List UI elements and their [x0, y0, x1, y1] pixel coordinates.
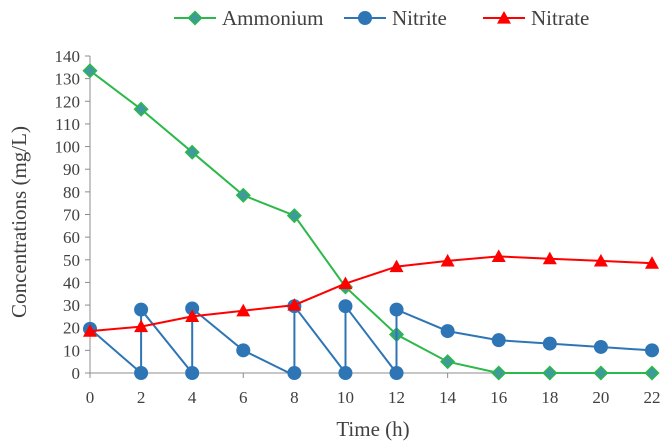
y-tick-label: 80 — [63, 183, 80, 202]
x-tick-label: 22 — [644, 388, 661, 407]
y-tick-label: 10 — [63, 341, 80, 360]
axes — [89, 56, 652, 374]
ammonium-point — [542, 365, 558, 381]
legend-item-nitrite: Nitrite — [344, 6, 447, 30]
y-tick-label: 100 — [55, 138, 81, 157]
nitrate-line — [89, 255, 653, 333]
nitrite-point — [491, 333, 506, 348]
nitrite-point — [134, 302, 149, 317]
ammonium-point — [286, 208, 302, 224]
series-nitrate — [83, 249, 659, 337]
nitrite-point — [236, 343, 251, 358]
y-tick-label: 60 — [63, 228, 80, 247]
y-tick-label: 40 — [63, 273, 80, 292]
nitrate-point — [491, 249, 506, 262]
legend: Ammonium Nitrite Nitrate — [174, 6, 589, 30]
y-tick-label: 120 — [55, 92, 81, 111]
x-tick-label: 14 — [439, 388, 457, 407]
series-ammonium — [82, 63, 660, 381]
x-tick-label: 8 — [290, 388, 299, 407]
ammonium-point — [235, 187, 251, 203]
y-tick-label: 110 — [55, 115, 80, 134]
nitrate-point — [236, 303, 251, 317]
series-nitrite — [83, 299, 659, 380]
nitrate-point — [338, 276, 353, 290]
nitrite-point — [440, 324, 455, 339]
x-tick-label: 10 — [337, 388, 354, 407]
legend-item-nitrate: Nitrate — [483, 6, 589, 30]
nitrite-point — [389, 366, 404, 380]
nitrite-point — [645, 343, 659, 358]
y-tick-label: 90 — [63, 160, 80, 179]
legend-marker-circle — [358, 11, 372, 25]
series-layer — [82, 63, 660, 381]
legend-marker-triangle — [497, 11, 511, 24]
legend-label: Nitrite — [392, 6, 447, 30]
ammonium-line — [89, 69, 652, 374]
ammonium-point — [491, 365, 507, 381]
nitrite-point — [338, 299, 353, 314]
y-axis-ticks: 0 10 20 30 40 50 60 70 80 90 100 110 120 130 140 — [55, 47, 90, 383]
nitrite-line — [89, 303, 653, 376]
x-axis-title: Time (h) — [336, 417, 409, 441]
nitrite-point — [338, 366, 353, 380]
x-tick-label: 2 — [137, 388, 146, 407]
y-tick-label: 50 — [63, 251, 80, 270]
x-tick-label: 4 — [188, 388, 197, 407]
ammonium-point — [184, 144, 200, 160]
x-tick-label: 12 — [388, 388, 405, 407]
legend-label: Ammonium — [222, 6, 324, 30]
y-tick-label: 20 — [63, 319, 80, 338]
nitrite-point — [134, 366, 149, 380]
ammonium-point — [644, 365, 660, 381]
legend-label: Nitrate — [531, 6, 589, 30]
x-tick-label: 18 — [541, 388, 558, 407]
nitrate-point — [542, 251, 557, 265]
nitrite-point — [287, 366, 302, 380]
nitrite-point — [593, 339, 608, 354]
x-axis-ticks: 0 2 4 6 8 10 12 14 16 18 20 22 — [86, 373, 661, 407]
nitrite-point — [542, 336, 557, 351]
y-tick-label: 30 — [63, 296, 80, 315]
y-tick-label: 130 — [55, 70, 81, 89]
nitrate-point — [645, 256, 659, 269]
y-tick-label: 140 — [55, 47, 81, 66]
ammonium-point — [133, 101, 149, 117]
legend-marker-diamond — [187, 10, 203, 26]
nitrate-point — [134, 319, 149, 333]
nitrate-point — [593, 253, 608, 267]
ammonium-point — [440, 354, 456, 370]
x-tick-label: 20 — [592, 388, 609, 407]
ammonium-point — [593, 365, 609, 381]
nitrate-point — [440, 253, 455, 267]
nitrate-point — [389, 259, 404, 273]
y-axis-title: Concentrations (mg/L) — [7, 126, 31, 318]
nitrate-point — [83, 324, 97, 337]
x-tick-label: 0 — [86, 388, 95, 407]
nitrite-point — [389, 302, 404, 317]
legend-item-ammonium: Ammonium — [174, 6, 324, 30]
ammonium-point — [82, 63, 98, 79]
nitrate-point — [185, 309, 200, 322]
y-tick-label: 0 — [72, 364, 81, 383]
y-tick-label: 70 — [63, 206, 80, 225]
nitrite-point — [185, 366, 200, 380]
x-tick-label: 16 — [490, 388, 507, 407]
nitrite-point — [185, 301, 200, 316]
x-tick-label: 6 — [239, 388, 248, 407]
nitrate-point — [287, 298, 302, 311]
